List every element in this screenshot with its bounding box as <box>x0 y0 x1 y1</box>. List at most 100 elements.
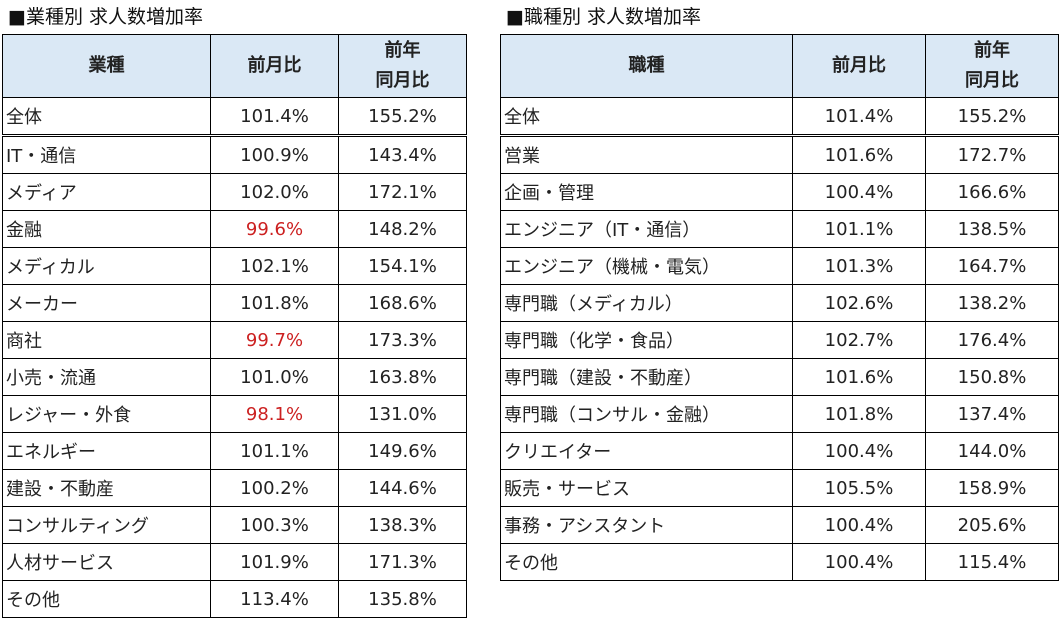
row-label: エンジニア（IT・通信） <box>500 210 793 248</box>
table-row: 金融 99.6% 148.2% <box>2 210 467 248</box>
row-yoy-value: 173.3% <box>338 321 467 359</box>
header-job: 職種 <box>500 34 793 98</box>
row-mom-value: 101.8% <box>792 395 926 433</box>
row-mom-value: 101.3% <box>792 247 926 285</box>
industry-table: 業種 前月比 前年 同月比 全体 101.4% 155.2% IT・通信 100.9% 1… <box>2 34 467 618</box>
row-yoy-value: 172.1% <box>338 173 467 211</box>
row-mom-value: 101.1% <box>792 210 926 248</box>
header-yoy-line2: 同月比 <box>965 70 1019 91</box>
row-yoy-value: 144.0% <box>925 432 1059 470</box>
row-yoy-value: 148.2% <box>338 210 467 248</box>
row-label: 専門職（メディカル） <box>500 284 793 322</box>
row-label: IT・通信 <box>2 135 211 174</box>
row-yoy-value: 172.7% <box>925 135 1059 174</box>
header-mom: 前月比 <box>210 34 339 98</box>
row-label: 専門職（コンサル・金融） <box>500 395 793 433</box>
row-yoy-value: 138.3% <box>338 506 467 544</box>
row-label: 全体 <box>2 97 211 137</box>
table-row: 全体 101.4% 155.2% <box>2 97 467 137</box>
row-yoy-value: 143.4% <box>338 135 467 174</box>
table-row: 人材サービス 101.9% 171.3% <box>2 543 467 581</box>
industry-panel: ■業種別 求人数増加率 業種 前月比 前年 同月比 全体 101.4% 155.2%… <box>2 0 467 618</box>
table-row: メディア 102.0% 172.1% <box>2 173 467 211</box>
row-label: 金融 <box>2 210 211 248</box>
row-label: クリエイター <box>500 432 793 470</box>
table-row: 専門職（コンサル・金融） 101.8% 137.4% <box>500 395 1059 433</box>
row-mom-value: 100.9% <box>210 135 339 174</box>
row-mom-value: 100.3% <box>210 506 339 544</box>
row-label: 販売・サービス <box>500 469 793 507</box>
row-label: 人材サービス <box>2 543 211 581</box>
row-mom-value: 101.4% <box>210 97 339 137</box>
header-yoy-line1: 前年 <box>974 40 1010 61</box>
row-yoy-value: 164.7% <box>925 247 1059 285</box>
row-label: メディア <box>2 173 211 211</box>
row-mom-value: 101.6% <box>792 358 926 396</box>
table-row: IT・通信 100.9% 143.4% <box>2 135 467 174</box>
row-label: エネルギー <box>2 432 211 470</box>
row-yoy-value: 138.2% <box>925 284 1059 322</box>
row-label: 企画・管理 <box>500 173 793 211</box>
row-yoy-value: 137.4% <box>925 395 1059 433</box>
table-row: 専門職（メディカル） 102.6% 138.2% <box>500 284 1059 322</box>
table-row: レジャー・外食 98.1% 131.0% <box>2 395 467 433</box>
header-yoy: 前年 同月比 <box>925 34 1059 98</box>
header-yoy-line2: 同月比 <box>375 70 430 91</box>
row-yoy-value: 144.6% <box>338 469 467 507</box>
row-mom-value: 98.1% <box>210 395 339 433</box>
row-mom-value: 101.0% <box>210 358 339 396</box>
table-row: 専門職（建設・不動産） 101.6% 150.8% <box>500 358 1059 396</box>
table-row: 専門職（化学・食品） 102.7% 176.4% <box>500 321 1059 359</box>
row-label: 専門職（化学・食品） <box>500 321 793 359</box>
table-row: 事務・アシスタント 100.4% 205.6% <box>500 506 1059 544</box>
table-row: 販売・サービス 105.5% 158.9% <box>500 469 1059 507</box>
row-yoy-value: 176.4% <box>925 321 1059 359</box>
table-row: メーカー 101.8% 168.6% <box>2 284 467 322</box>
row-yoy-value: 163.8% <box>338 358 467 396</box>
row-mom-value: 100.2% <box>210 469 339 507</box>
row-yoy-value: 131.0% <box>338 395 467 433</box>
row-mom-value: 102.6% <box>792 284 926 322</box>
row-mom-value: 102.1% <box>210 247 339 285</box>
row-mom-value: 105.5% <box>792 469 926 507</box>
table-row: 全体 101.4% 155.2% <box>500 97 1059 137</box>
table-row: コンサルティング 100.3% 138.3% <box>2 506 467 544</box>
table-row: 小売・流通 101.0% 163.8% <box>2 358 467 396</box>
industry-header-row: 業種 前月比 前年 同月比 <box>2 34 467 98</box>
header-yoy: 前年 同月比 <box>338 34 467 98</box>
job-panel: ■職種別 求人数増加率 職種 前月比 前年 同月比 全体 101.4% 155.2%… <box>500 0 1059 581</box>
row-mom-value: 101.6% <box>792 135 926 174</box>
row-yoy-value: 138.5% <box>925 210 1059 248</box>
row-yoy-value: 154.1% <box>338 247 467 285</box>
row-label: レジャー・外食 <box>2 395 211 433</box>
row-yoy-value: 115.4% <box>925 543 1059 581</box>
row-label: メーカー <box>2 284 211 322</box>
table-row: 営業 101.6% 172.7% <box>500 135 1059 174</box>
table-row: その他 113.4% 135.8% <box>2 580 467 618</box>
row-label: 営業 <box>500 135 793 174</box>
row-label: メディカル <box>2 247 211 285</box>
table-row: 商社 99.7% 173.3% <box>2 321 467 359</box>
row-mom-value: 102.0% <box>210 173 339 211</box>
row-yoy-value: 166.6% <box>925 173 1059 211</box>
row-mom-value: 101.8% <box>210 284 339 322</box>
row-label: 事務・アシスタント <box>500 506 793 544</box>
row-mom-value: 101.4% <box>792 97 926 137</box>
row-label: 建設・不動産 <box>2 469 211 507</box>
job-header-row: 職種 前月比 前年 同月比 <box>500 34 1059 98</box>
row-yoy-value: 149.6% <box>338 432 467 470</box>
row-label: その他 <box>500 543 793 581</box>
header-mom: 前月比 <box>792 34 926 98</box>
row-mom-value: 101.9% <box>210 543 339 581</box>
row-yoy-value: 205.6% <box>925 506 1059 544</box>
row-mom-value: 113.4% <box>210 580 339 618</box>
row-mom-value: 100.4% <box>792 506 926 544</box>
table-row: エネルギー 101.1% 149.6% <box>2 432 467 470</box>
row-yoy-value: 171.3% <box>338 543 467 581</box>
table-row: エンジニア（機械・電気） 101.3% 164.7% <box>500 247 1059 285</box>
header-industry: 業種 <box>2 34 211 98</box>
row-mom-value: 100.4% <box>792 543 926 581</box>
industry-title: ■業種別 求人数増加率 <box>8 6 203 28</box>
row-mom-value: 102.7% <box>792 321 926 359</box>
